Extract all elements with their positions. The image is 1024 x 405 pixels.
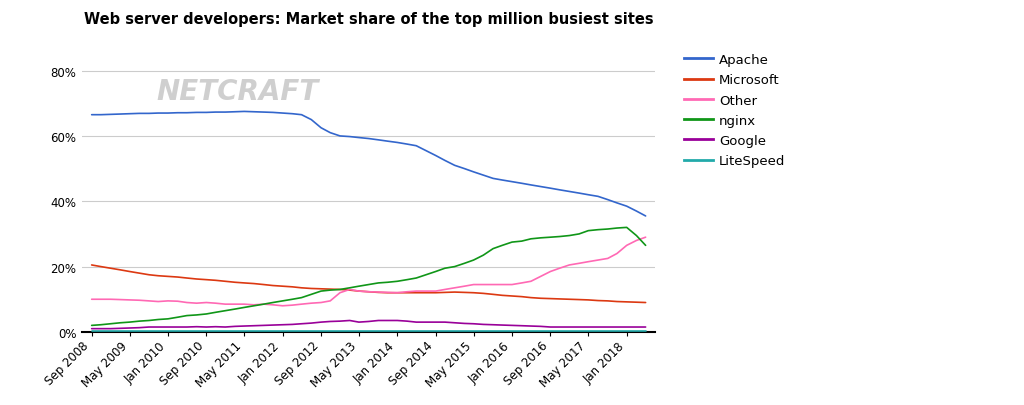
- Other: [639, 235, 651, 240]
- Microsoft: [639, 301, 651, 305]
- Apache: [172, 111, 184, 116]
- Microsoft: [86, 263, 98, 268]
- Microsoft: [104, 266, 117, 271]
- nginx: [373, 281, 385, 286]
- Google: [639, 325, 651, 330]
- Google: [229, 324, 242, 329]
- LiteSpeed: [104, 329, 117, 334]
- Other: [496, 282, 508, 287]
- Text: NETCRAFT: NETCRAFT: [157, 78, 318, 106]
- Microsoft: [229, 280, 242, 285]
- Other: [276, 304, 289, 309]
- LiteSpeed: [373, 329, 385, 334]
- LiteSpeed: [487, 329, 500, 334]
- nginx: [104, 322, 117, 326]
- Apache: [381, 139, 393, 144]
- LiteSpeed: [143, 329, 156, 334]
- Apache: [639, 214, 651, 219]
- Apache: [86, 113, 98, 118]
- Apache: [238, 110, 250, 115]
- Apache: [229, 110, 242, 115]
- LiteSpeed: [86, 329, 98, 334]
- Line: nginx: nginx: [92, 228, 645, 326]
- LiteSpeed: [639, 329, 651, 334]
- Line: Microsoft: Microsoft: [92, 265, 645, 303]
- Google: [143, 325, 156, 330]
- Apache: [496, 178, 508, 183]
- nginx: [621, 226, 633, 230]
- Google: [381, 318, 393, 323]
- Line: Other: Other: [92, 238, 645, 306]
- Microsoft: [172, 275, 184, 280]
- Apache: [104, 113, 117, 117]
- Google: [496, 323, 508, 328]
- Other: [104, 297, 117, 302]
- nginx: [487, 247, 500, 252]
- Other: [229, 302, 242, 307]
- nginx: [172, 315, 184, 320]
- nginx: [86, 323, 98, 328]
- Other: [172, 299, 184, 304]
- Other: [143, 299, 156, 304]
- LiteSpeed: [229, 329, 242, 334]
- Other: [381, 290, 393, 295]
- Other: [86, 297, 98, 302]
- Microsoft: [373, 290, 385, 295]
- nginx: [143, 318, 156, 323]
- LiteSpeed: [172, 329, 184, 334]
- Google: [86, 326, 98, 331]
- Google: [104, 326, 117, 331]
- Apache: [143, 112, 156, 117]
- Google: [344, 318, 356, 323]
- Microsoft: [487, 292, 500, 297]
- Text: Web server developers: Market share of the top million busiest sites: Web server developers: Market share of t…: [84, 12, 653, 27]
- Microsoft: [143, 273, 156, 277]
- Line: Google: Google: [92, 321, 645, 329]
- nginx: [229, 307, 242, 312]
- nginx: [639, 243, 651, 248]
- Legend: Apache, Microsoft, Other, nginx, Google, LiteSpeed: Apache, Microsoft, Other, nginx, Google,…: [678, 49, 791, 173]
- Google: [172, 325, 184, 330]
- Line: Apache: Apache: [92, 112, 645, 216]
